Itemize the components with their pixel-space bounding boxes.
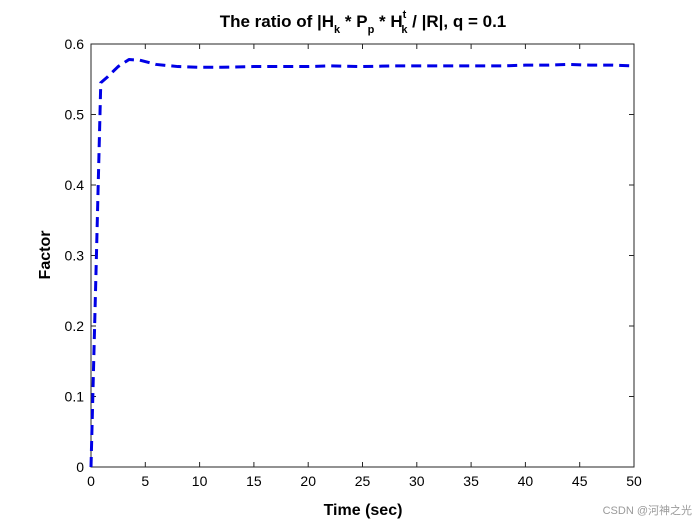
x-tick-label: 10 [192,473,208,489]
x-tick-label: 35 [463,473,479,489]
axes-box [90,43,635,468]
plot-area: 0 5 10 15 20 25 30 35 40 45 50 0 0.1 0.2 0.3 0.4 0.5 0.6 [65,36,642,489]
y-tick-label: 0.3 [65,248,85,264]
x-tick-label: 50 [626,473,642,489]
series-line-ratio [89,58,635,468]
x-tick-label: 0 [87,473,95,489]
x-tick-label: 20 [300,473,316,489]
x-tick-label: 45 [572,473,588,489]
x-tick-label: 5 [141,473,149,489]
y-tick-label: 0.1 [65,389,85,405]
x-axis-label: Time (sec) [324,502,403,519]
x-tick-label: 30 [409,473,425,489]
watermark: CSDN @河神之光 [602,505,692,517]
y-axis-label: Factor [37,231,54,280]
x-tick-label: 15 [246,473,262,489]
x-tick-label: 25 [355,473,371,489]
y-tick-label: 0.2 [65,318,85,334]
y-tick-label: 0.5 [65,107,85,123]
x-tick-label: 40 [518,473,534,489]
y-tick-label: 0 [76,459,84,475]
chart-title: The ratio of |Hk * Pp * Ht k / |R|, q = 0… [220,9,507,36]
y-tick-label: 0.6 [65,36,85,52]
y-tick-label: 0.4 [65,177,85,193]
